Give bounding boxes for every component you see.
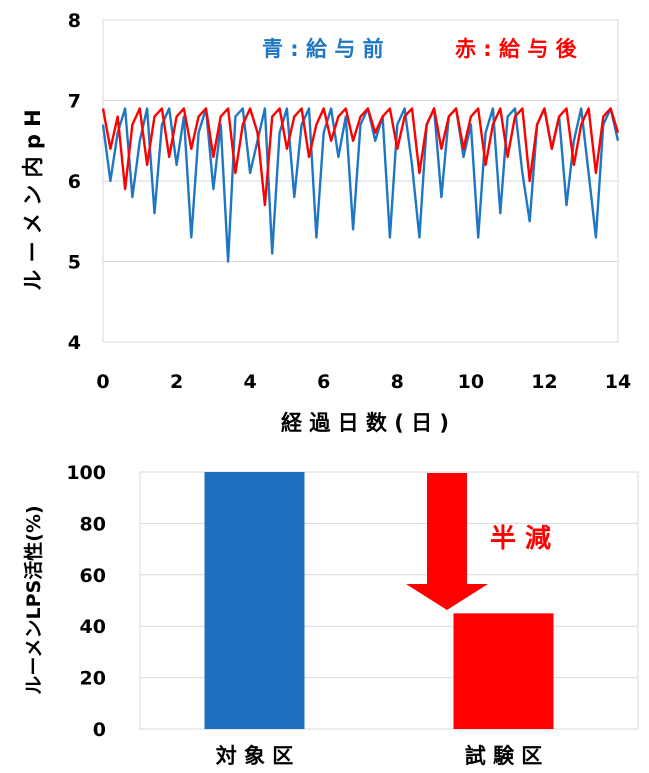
line-chart-y-axis-title: ル ー メ ン 内 p H [21,109,45,290]
bar-category-label: 対 象 区 [216,744,294,768]
line-chart-x-ticks: 0 2 4 6 8 10 12 14 [96,371,631,393]
line-chart-y-ticks: 4 5 6 7 8 [68,10,81,354]
bar-category-label: 試 験 区 [465,744,543,768]
line-chart-x-tick-label: 8 [391,371,404,393]
line-chart-x-tick-label: 12 [531,371,557,393]
bar-chart-y-tick-label: 80 [80,513,106,535]
bar-1 [453,613,554,729]
line-chart-y-tick-label: 7 [68,91,81,113]
bar-chart-y-tick-label: 20 [80,668,106,690]
line-chart-y-tick-label: 8 [68,10,81,32]
series-line-給与後 [101,107,620,207]
line-chart-gridlines [103,19,618,343]
line-chart-x-tick-label: 6 [317,371,330,393]
halve-annotation: 半 減 [490,524,551,554]
bar-0 [204,472,305,729]
legend-after: 赤 : 給 与 後 [455,37,578,61]
bar-chart-y-tick-label: 60 [80,565,106,587]
line-chart-y-tick-label: 6 [68,171,81,193]
ph-line-chart: 4 5 6 7 8 0 2 4 6 8 10 12 14 ル ー メ ン 内 p H 経 過 日 数 … [21,10,631,435]
line-chart-x-tick-label: 2 [170,371,183,393]
line-chart-y-tick-label: 5 [68,252,81,274]
bar-chart-category-labels: 対 象 区試 験 区 [216,744,543,768]
line-chart-series [101,107,620,263]
line-chart-x-tick-label: 14 [605,371,631,393]
bar-chart-y-ticks: 0 20 40 60 80 100 [66,462,106,741]
line-chart-x-tick-label: 0 [96,371,109,393]
line-chart-x-tick-label: 10 [458,371,484,393]
bar-chart-y-tick-label: 40 [80,616,106,638]
line-chart-y-tick-label: 4 [68,332,81,354]
bar-chart-y-tick-label: 100 [66,462,106,484]
bar-chart-y-tick-label: 0 [93,719,106,741]
bar-chart-bars [204,472,554,729]
legend-before: 青 : 給 与 前 [262,37,384,61]
bar-chart-y-axis-title: ルーメンLPS活性(%) [22,505,45,694]
line-chart-x-tick-label: 4 [244,371,257,393]
down-arrow [406,473,488,610]
lps-bar-chart: 0 20 40 60 80 100 対 象 区 試 験 区 ルーメンLPS活性(%) 半 減 [22,462,639,768]
series-line-給与前 [101,107,620,263]
line-chart-x-axis-title: 経 過 日 数 ( 日 ) [281,411,449,435]
